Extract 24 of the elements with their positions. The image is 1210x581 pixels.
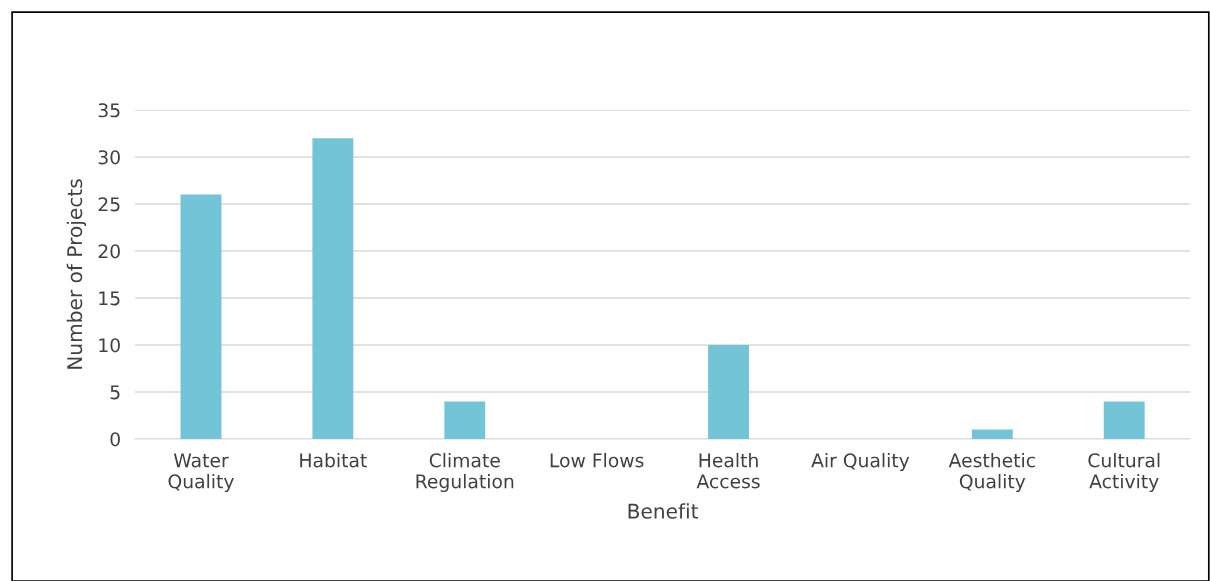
x-tick-label: Habitat	[300, 452, 367, 468]
x-tick-label: Aesthetic Quality	[948, 452, 1035, 493]
bar	[1103, 401, 1145, 439]
y-tick-label: 35	[98, 103, 120, 118]
bar	[971, 429, 1013, 439]
x-tick-label: Cultural Activity	[1088, 452, 1160, 493]
y-tick-label: 15	[99, 291, 120, 306]
y-tick-label: 25	[98, 197, 120, 212]
y-tick-label: 0	[110, 432, 120, 447]
y-tick-label: 10	[99, 338, 120, 353]
bar	[312, 138, 354, 439]
y-tick-label: 20	[98, 244, 120, 259]
x-tick-label: Water Quality	[168, 453, 234, 493]
x-tick-label: Low Flows	[550, 452, 644, 468]
y-tick-label: 30	[98, 150, 120, 165]
x-axis-title: Benefit	[628, 503, 699, 519]
x-tick-label: Air Quality	[811, 452, 910, 472]
bar	[180, 194, 222, 439]
y-tick-label: 5	[110, 385, 120, 400]
x-tick-label: Health Access	[696, 452, 760, 489]
bar	[444, 401, 486, 439]
bar	[708, 345, 749, 439]
y-axis-title: Number of Projects	[66, 179, 87, 369]
x-tick-label: Climate Regulation	[416, 452, 514, 493]
